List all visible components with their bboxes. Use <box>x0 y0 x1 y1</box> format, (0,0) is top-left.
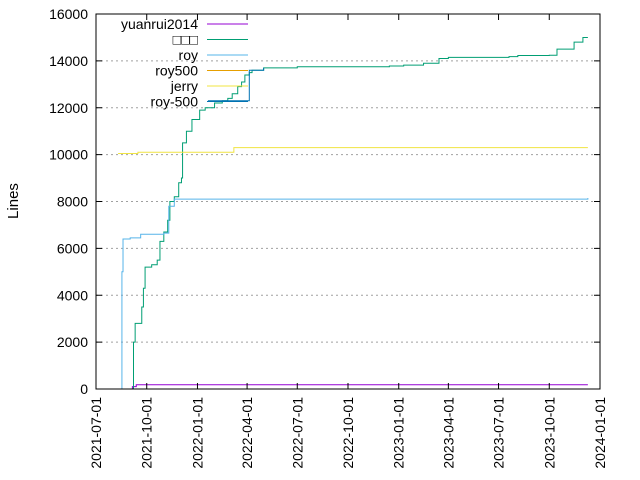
legend-label: jerry <box>170 78 198 94</box>
y-tick-label: 10000 <box>49 147 88 163</box>
legend-label: roy500 <box>155 63 198 79</box>
y-tick-label: 2000 <box>57 334 88 350</box>
x-tick-label: 2022-01-01 <box>189 397 205 469</box>
x-tick-label: 2023-04-01 <box>440 397 456 469</box>
x-tick-label: 2021-07-01 <box>88 397 104 469</box>
y-axis-label: Lines <box>5 183 22 219</box>
x-tick-label: 2022-07-01 <box>289 397 305 469</box>
series-line <box>132 36 588 390</box>
y-tick-labels: 0 2000 4000 6000 8000 10000 12000 14000 16000 <box>49 6 88 397</box>
x-tick-label: 2024-01-01 <box>592 397 608 469</box>
x-tick-label: 2023-01-01 <box>391 397 407 469</box>
axis-ticks <box>95 13 601 390</box>
y-tick-label: 12000 <box>49 100 88 116</box>
series-line <box>207 67 265 102</box>
y-tick-label: 14000 <box>49 53 88 69</box>
legend-label: roy <box>179 47 198 63</box>
legend-label: □□□ <box>173 32 199 48</box>
legend-label: yuanrui2014 <box>121 16 198 32</box>
y-tick-label: 4000 <box>57 287 88 303</box>
series-line <box>118 147 588 154</box>
x-tick-labels: 2021-07-01 2021-10-01 2022-01-01 2022-04-01… <box>88 397 608 469</box>
legend-label: roy-500 <box>151 94 199 110</box>
y-tick-label: 6000 <box>57 240 88 256</box>
series-line <box>120 197 589 390</box>
x-tick-label: 2023-07-01 <box>491 397 507 469</box>
y-tick-label: 8000 <box>57 194 88 210</box>
y-tick-label: 16000 <box>49 6 88 22</box>
grid-lines <box>96 60 600 343</box>
x-tick-label: 2023-10-01 <box>541 397 557 469</box>
x-tick-label: 2022-10-01 <box>340 397 356 469</box>
x-tick-label: 2021-10-01 <box>139 397 155 469</box>
series-line <box>126 384 588 390</box>
y-tick-label: 0 <box>80 381 88 397</box>
x-tick-label: 2022-04-01 <box>239 397 255 469</box>
